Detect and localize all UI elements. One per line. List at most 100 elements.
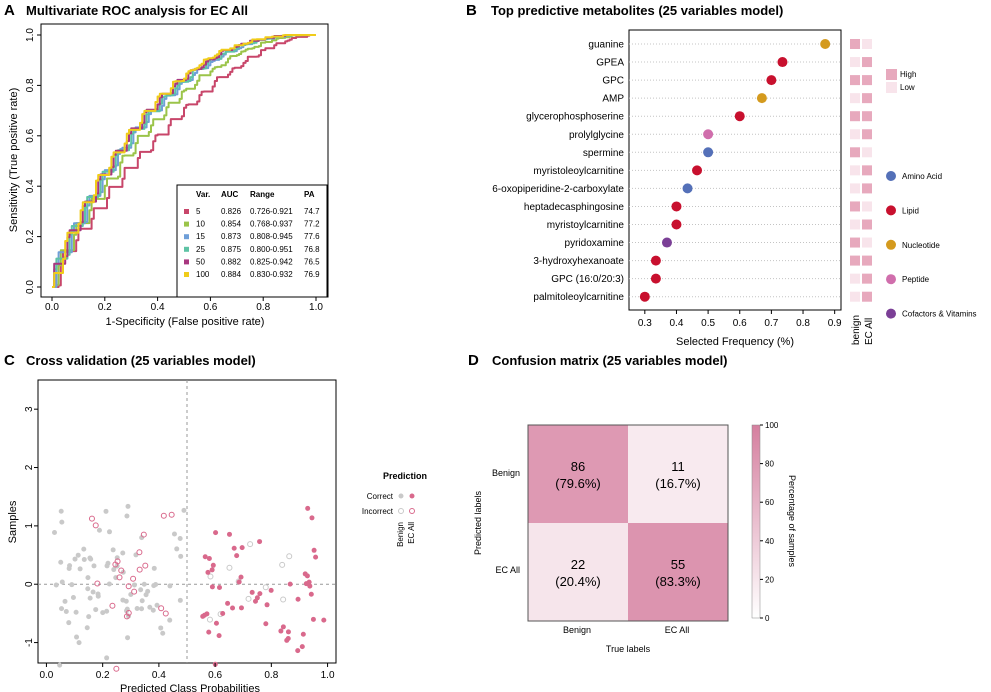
cv-point-benign-correct xyxy=(81,557,87,563)
cv-point-benign-correct xyxy=(120,550,126,556)
cv-point-benign-correct xyxy=(52,530,58,536)
cv-x-tick-label: 0.4 xyxy=(152,670,166,681)
roc-x-tick-label: 0.0 xyxy=(45,302,59,313)
cv-point-benign-correct xyxy=(131,582,137,588)
cv-points xyxy=(52,503,327,672)
panel-a-letter: A xyxy=(4,2,15,19)
cv-point-ec-correct xyxy=(210,562,216,568)
cv-point-ec-correct xyxy=(305,505,311,511)
cv-point-benign-correct xyxy=(57,662,63,668)
roc-legend-range: 0.825-0.942 xyxy=(250,257,293,266)
cm-cell-1-0 xyxy=(528,523,628,621)
cv-point-benign-correct xyxy=(67,563,73,569)
cv-x-tick-label: 0.2 xyxy=(96,670,110,681)
cv-point-benign-correct xyxy=(177,597,183,603)
cv-legend-correct-benign xyxy=(398,493,404,499)
heat-cell-ec-all-prolylglycine xyxy=(862,129,872,140)
cv-point-ec-correct xyxy=(205,569,211,575)
heat-cell-benign-3-hydroxyhexanoate xyxy=(850,255,860,266)
panel-d: D Confusion matrix (25 variables model) … xyxy=(468,352,797,654)
roc-legend-box xyxy=(176,184,328,298)
colorbar-tick-label: 40 xyxy=(765,537,774,546)
cv-point-ec-correct xyxy=(249,589,255,595)
heatmap-col-ec-all: EC All xyxy=(864,318,875,345)
cv-point-benign-correct xyxy=(128,592,134,598)
roc-legend-auc: 0.854 xyxy=(221,220,242,229)
metabolite-point-prolylglycine xyxy=(703,129,714,140)
metabolite-label-gpc-16-0-20-3: GPC (16:0/20:3) xyxy=(551,274,624,285)
metabolite-x-tick-label: 0.4 xyxy=(670,318,684,329)
cv-y-tick-label: 2 xyxy=(24,464,35,470)
cv-point-ec-correct xyxy=(234,553,240,559)
cv-point-benign-correct xyxy=(87,555,93,561)
metabolite-label-6-oxopiperidine-2-carboxylate: 6-oxopiperidine-2-carboxylate xyxy=(492,184,624,195)
heat-cell-ec-all-glycerophosphoserine xyxy=(862,111,872,122)
cm-cell-1-1 xyxy=(628,523,728,621)
cv-y-tick-label: 1 xyxy=(24,523,35,529)
metabolite-point-pyridoxamine xyxy=(661,237,672,248)
cv-point-benign-correct xyxy=(53,582,59,588)
cv-point-benign-correct xyxy=(62,598,68,604)
cv-legend-title: Prediction xyxy=(383,471,427,481)
metabolite-point-gpc xyxy=(766,75,777,86)
roc-curve-5-vars xyxy=(52,34,316,288)
cv-point-benign-incorrect xyxy=(279,561,286,568)
cv-point-benign-correct xyxy=(70,595,76,601)
heat-legend-high-label: High xyxy=(900,70,916,79)
roc-legend-header-range: Range xyxy=(250,190,275,199)
roc-x-tick-label: 0.2 xyxy=(98,302,112,313)
cv-point-ec-incorrect xyxy=(168,511,175,518)
roc-legend-swatch xyxy=(184,221,189,227)
cv-point-benign-correct xyxy=(167,617,173,623)
cv-point-benign-correct xyxy=(63,609,69,615)
metabolite-x-tick-label: 0.5 xyxy=(701,318,715,329)
cv-point-ec-correct xyxy=(285,629,291,635)
confusion-matrix-cells: 86 (79.6%) 11 (16.7%) 22 (20.4%) 55 (83.3%) xyxy=(528,425,728,621)
cv-point-benign-correct xyxy=(125,503,131,509)
cv-legend: Prediction Correct Incorrect Benign EC A… xyxy=(362,471,427,547)
cm-cell-pct-1-0: (20.4%) xyxy=(555,574,601,589)
cv-point-ec-correct xyxy=(206,555,212,561)
cv-point-ec-correct xyxy=(231,545,237,551)
cv-point-ec-correct xyxy=(213,620,219,626)
panel-c-letter: C xyxy=(4,352,15,369)
cv-point-benign-correct xyxy=(177,535,183,541)
cv-point-benign-incorrect xyxy=(286,553,293,560)
heat-cell-benign-amp xyxy=(850,93,860,104)
metabolite-point-gpc-16-0-20-3 xyxy=(650,273,661,284)
cv-point-benign-correct xyxy=(93,607,99,613)
metabolite-label-glycerophosphoserine: glycerophosphoserine xyxy=(526,112,624,123)
roc-legend-auc: 0.873 xyxy=(221,232,242,241)
metabolite-label-guanine: guanine xyxy=(588,40,624,51)
cv-point-ec-correct xyxy=(238,605,244,611)
cv-x-tick-label: 0.0 xyxy=(39,670,53,681)
metabolite-x-axis-label: Selected Frequency (%) xyxy=(676,336,794,348)
roc-legend-auc: 0.875 xyxy=(221,245,242,254)
panel-b-letter: B xyxy=(466,2,477,19)
cv-point-ec-incorrect xyxy=(113,665,120,672)
heat-legend-low-label: Low xyxy=(900,83,915,92)
heat-legend-high-swatch xyxy=(886,69,897,80)
roc-legend-var: 15 xyxy=(196,232,205,241)
cv-point-benign-correct xyxy=(74,634,80,640)
heat-cell-ec-all-palmitoleoylcarnitine xyxy=(862,291,872,302)
cv-point-benign-correct xyxy=(66,620,72,626)
cm-x-axis-label: True labels xyxy=(606,644,651,654)
cv-point-ec-correct xyxy=(238,574,244,580)
metabolite-point-myristoylcarnitine xyxy=(671,219,682,230)
roc-legend-pa: 77.2 xyxy=(304,220,320,229)
metabolite-point-spermine xyxy=(703,147,714,158)
cv-point-ec-correct xyxy=(257,591,263,597)
heat-cell-benign-guanine xyxy=(850,39,860,49)
cv-point-ec-correct xyxy=(321,617,327,623)
cv-point-benign-correct xyxy=(73,609,79,615)
cv-point-benign-correct xyxy=(104,608,110,614)
cv-point-benign-correct xyxy=(91,563,97,569)
cv-point-benign-correct xyxy=(171,531,177,537)
metabolite-x-tick-label: 0.9 xyxy=(828,318,842,329)
roc-legend-pa: 76.5 xyxy=(304,257,320,266)
roc-x-tick-label: 0.4 xyxy=(151,302,165,313)
cv-point-benign-correct xyxy=(139,598,145,604)
colorbar-tick-label: 80 xyxy=(765,460,774,469)
cv-point-benign-correct xyxy=(75,552,81,558)
